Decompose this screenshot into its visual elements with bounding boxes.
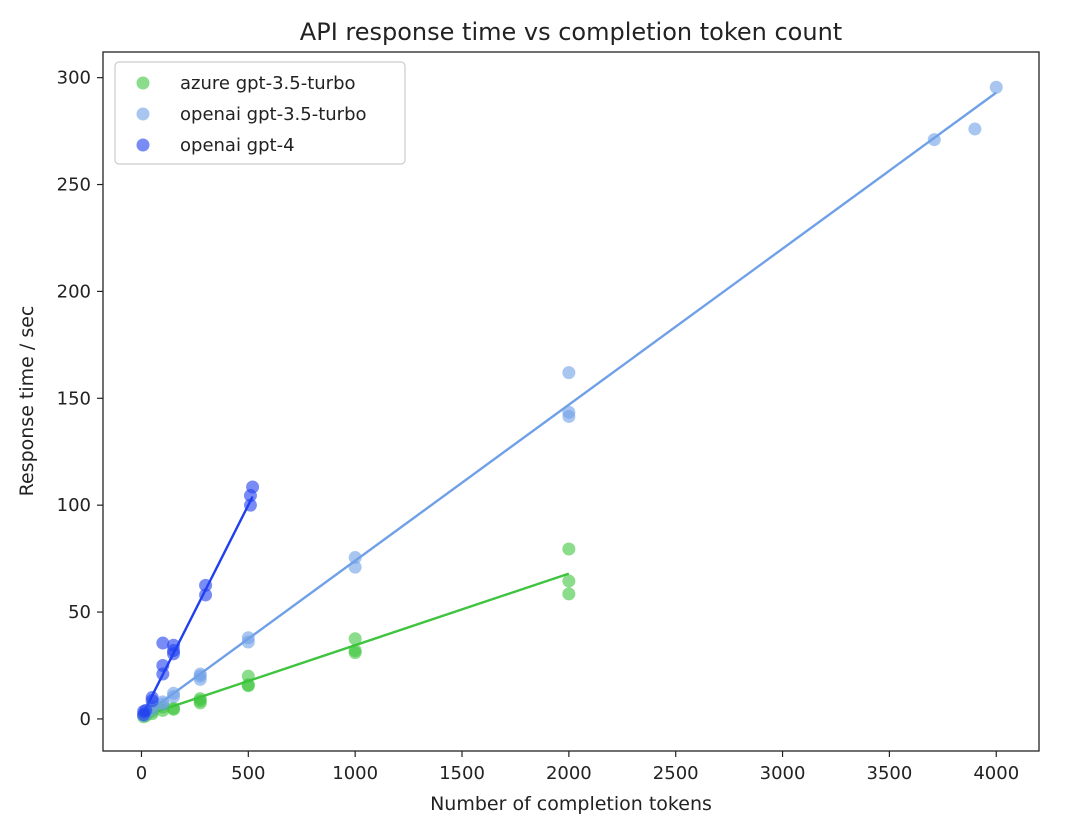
x-tick-label: 1000	[332, 763, 378, 784]
data-point	[927, 133, 941, 147]
data-point	[243, 498, 257, 512]
data-point	[968, 122, 982, 136]
legend-marker	[136, 138, 150, 152]
y-axis-ticks: 0 50 100 150 200 250 300	[57, 68, 103, 730]
x-tick-label: 1500	[439, 763, 485, 784]
plot-area	[102, 51, 1040, 752]
legend-label: azure gpt-3.5-turbo	[180, 73, 356, 94]
legend-label: openai gpt-3.5-turbo	[180, 104, 367, 125]
legend: azure gpt-3.5-turbo openai gpt-3.5-turbo o…	[114, 61, 406, 165]
legend-marker	[136, 76, 150, 90]
data-point	[167, 686, 181, 700]
data-point	[193, 692, 207, 706]
x-tick-label: 500	[231, 763, 265, 784]
data-point	[145, 691, 159, 705]
data-point	[199, 588, 213, 602]
data-point	[348, 644, 362, 658]
fit-lines	[140, 91, 997, 718]
x-tick-label: 0	[136, 763, 147, 784]
data-point	[241, 631, 255, 645]
data-point	[348, 551, 362, 565]
y-tick-label: 50	[68, 602, 91, 623]
legend-box	[114, 61, 406, 165]
data-point	[241, 669, 255, 683]
y-tick-label: 100	[57, 495, 91, 516]
data-point	[562, 405, 576, 419]
data-point	[562, 574, 576, 588]
y-tick-label: 150	[57, 388, 91, 409]
data-point	[562, 366, 576, 380]
legend-marker	[136, 107, 150, 121]
y-axis-label: Response time / sec	[16, 306, 38, 497]
data-point	[989, 80, 1003, 94]
data-point	[193, 667, 207, 681]
data-point	[199, 578, 213, 592]
x-tick-label: 2500	[653, 763, 699, 784]
x-axis-ticks: 0 500 1000 1500 2000 2500 3000 3500 4000	[136, 751, 1019, 784]
x-tick-label: 4000	[973, 763, 1019, 784]
data-point	[562, 542, 576, 556]
data-point	[246, 480, 260, 494]
data-point	[348, 632, 362, 646]
data-point	[156, 636, 170, 650]
data-point	[348, 560, 362, 574]
data-point	[167, 638, 181, 652]
data-point	[167, 701, 181, 715]
x-tick-label: 2000	[546, 763, 592, 784]
fit-line	[140, 496, 254, 718]
x-tick-label: 3500	[867, 763, 913, 784]
legend-items: azure gpt-3.5-turbo openai gpt-3.5-turbo o…	[136, 73, 367, 156]
data-point	[156, 695, 170, 709]
fit-line	[140, 91, 997, 718]
y-tick-label: 0	[80, 709, 91, 730]
data-point	[139, 703, 153, 717]
y-tick-label: 300	[57, 68, 91, 89]
y-tick-label: 200	[57, 281, 91, 302]
chart-title: API response time vs completion token co…	[300, 18, 842, 46]
x-axis-label: Number of completion tokens	[430, 793, 712, 815]
y-tick-label: 250	[57, 175, 91, 196]
legend-label: openai gpt-4	[180, 135, 295, 156]
data-point	[562, 587, 576, 601]
data-points	[137, 80, 1003, 724]
x-tick-label: 3000	[760, 763, 806, 784]
data-point	[156, 658, 170, 672]
